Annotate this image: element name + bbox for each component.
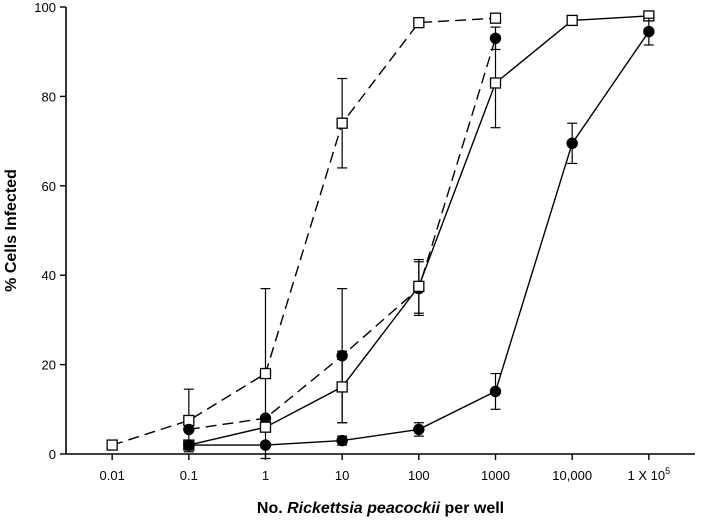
series-line: [188, 15, 649, 446]
x-tick-label: 1 X 105: [628, 466, 671, 483]
x-axis-title-prefix: No.: [257, 500, 287, 517]
series-4: [183, 17, 655, 451]
data-point-circle: [259, 439, 272, 451]
x-axis-title-organism: Rickettsia peacockii: [287, 500, 441, 517]
x-axis-title: No. Rickettsia peacockii per well: [257, 500, 504, 517]
data-point-square: [566, 14, 578, 27]
y-axis-ticks: 0 20 40 60 80 100: [34, 0, 66, 462]
series-line: [111, 17, 496, 446]
y-tick-label: 0: [49, 447, 56, 462]
data-point-square: [106, 439, 118, 451]
data-point-square: [489, 12, 502, 24]
y-tick-label: 40: [42, 268, 56, 283]
series-1: [106, 12, 502, 460]
x-tick-label: 10,000: [552, 468, 592, 483]
x-tick-label: 1000: [481, 468, 510, 483]
x-axis-ticks: 0.01 0.1 1 10 100 1000 10,000 1 X 105: [100, 454, 671, 483]
data-point-square: [413, 280, 425, 293]
y-tick-label: 60: [42, 179, 56, 194]
data-point-square: [259, 367, 272, 380]
data-point-circle: [183, 423, 195, 436]
x-tick-label: 1: [262, 468, 269, 483]
data-point-square: [336, 117, 348, 129]
data-point-circle: [336, 434, 348, 447]
data-point-square: [413, 16, 425, 29]
data-point-circle: [489, 385, 502, 398]
y-tick-label: 100: [34, 0, 56, 15]
x-tick-label: 10: [335, 468, 349, 483]
data-point-circle: [413, 423, 425, 436]
data-point-circle: [643, 25, 655, 38]
x-tick-label: 100: [408, 468, 430, 483]
series-line: [188, 31, 650, 446]
y-tick-label: 80: [42, 89, 56, 104]
data-point-circle: [566, 137, 578, 150]
data-point-circle: [183, 439, 195, 451]
data-point-square: [336, 381, 348, 393]
data-point-square: [259, 421, 272, 433]
y-axis-title: % Cells Infected: [3, 169, 20, 292]
y-tick-label: 20: [42, 358, 56, 373]
axes: [65, 7, 695, 455]
x-axis-title-suffix: per well: [440, 500, 504, 517]
series-layer: [106, 10, 655, 460]
data-point-square: [489, 77, 502, 89]
x-tick-label: 0.1: [180, 468, 198, 483]
x-tick-label: 0.01: [100, 468, 125, 483]
series-3: [183, 10, 655, 451]
